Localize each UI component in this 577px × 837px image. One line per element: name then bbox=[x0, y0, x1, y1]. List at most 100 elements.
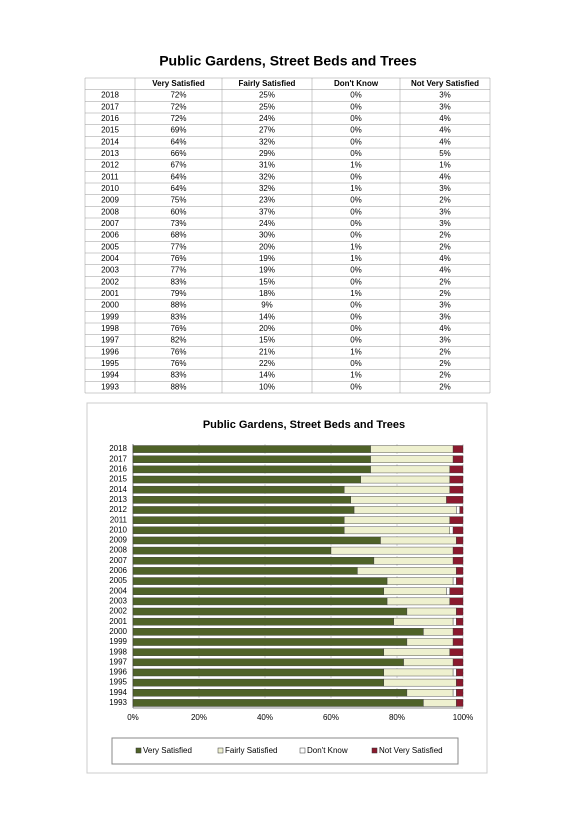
y-tick-label: 2006 bbox=[109, 566, 127, 575]
x-tick-label: 40% bbox=[257, 713, 273, 722]
bar-segment bbox=[423, 699, 457, 707]
row-year: 2018 bbox=[101, 91, 119, 100]
table-cell: 64% bbox=[170, 172, 186, 181]
x-tick-label: 0% bbox=[127, 713, 139, 722]
bar-segment bbox=[132, 638, 408, 646]
table-cell: 4% bbox=[439, 324, 451, 333]
table-cell: 14% bbox=[259, 371, 275, 380]
table-cell: 77% bbox=[170, 242, 186, 251]
row-year: 2007 bbox=[101, 219, 119, 228]
bar-segment bbox=[132, 546, 332, 555]
table-cell: 4% bbox=[439, 172, 451, 181]
y-tick-label: 2007 bbox=[109, 556, 127, 565]
table-cell: 76% bbox=[170, 359, 186, 368]
table-cell: 0% bbox=[350, 301, 362, 310]
bar-segment bbox=[452, 557, 464, 565]
bar-segment bbox=[132, 668, 385, 677]
table-cell: 1% bbox=[439, 161, 451, 170]
bar-segment bbox=[456, 567, 464, 575]
table-cell: 22% bbox=[259, 359, 275, 368]
y-tick-label: 2001 bbox=[109, 617, 127, 626]
y-tick-label: 2004 bbox=[109, 586, 127, 595]
row-year: 1998 bbox=[101, 324, 119, 333]
table-cell: 2% bbox=[439, 371, 451, 380]
table-cell: 19% bbox=[259, 254, 275, 263]
table-cell: 69% bbox=[170, 126, 186, 135]
bar-segment bbox=[370, 465, 451, 474]
table-cell: 14% bbox=[259, 312, 275, 321]
table-cell: 0% bbox=[350, 137, 362, 146]
table-cell: 3% bbox=[439, 91, 451, 100]
bar-segment bbox=[452, 668, 457, 677]
table-cell: 83% bbox=[170, 277, 186, 286]
bar-segment bbox=[132, 597, 388, 606]
table-cell: 37% bbox=[259, 207, 275, 216]
table-cell: 0% bbox=[350, 359, 362, 368]
table-cell: 2% bbox=[439, 242, 451, 251]
bar-segment bbox=[373, 557, 454, 565]
table-cell: 1% bbox=[350, 242, 362, 251]
table-cell: 3% bbox=[439, 312, 451, 321]
row-year: 2003 bbox=[101, 266, 119, 275]
bar-segment bbox=[456, 678, 464, 687]
table-cell: 0% bbox=[350, 196, 362, 205]
bar-segment bbox=[132, 658, 404, 667]
x-tick-label: 80% bbox=[389, 713, 405, 722]
bar-segment bbox=[132, 465, 371, 474]
table-cell: 21% bbox=[259, 347, 275, 356]
bar-segment bbox=[357, 567, 457, 575]
bar-segment bbox=[406, 607, 457, 616]
table-cell: 1% bbox=[350, 347, 362, 356]
table-cell: 1% bbox=[350, 184, 362, 193]
table-cell: 4% bbox=[439, 114, 451, 123]
legend-swatch bbox=[371, 747, 378, 754]
row-year: 1995 bbox=[101, 359, 119, 368]
bar-segment bbox=[132, 526, 345, 535]
column-header: Not Very Satisfied bbox=[411, 79, 479, 88]
table-cell: 64% bbox=[170, 137, 186, 146]
table-cell: 25% bbox=[259, 102, 275, 111]
bar-segment bbox=[452, 455, 464, 463]
y-tick-label: 2003 bbox=[109, 596, 127, 605]
bar-segment bbox=[449, 597, 464, 606]
bar-segment bbox=[452, 628, 464, 636]
row-year: 1996 bbox=[101, 347, 119, 356]
row-year: 2017 bbox=[101, 102, 119, 111]
table-cell: 76% bbox=[170, 254, 186, 263]
table-cell: 0% bbox=[350, 149, 362, 158]
y-tick-label: 1996 bbox=[109, 668, 127, 677]
bar-segment bbox=[456, 668, 464, 677]
bar-segment bbox=[449, 465, 464, 474]
bar-segment bbox=[452, 445, 464, 453]
bar-segment bbox=[350, 496, 447, 504]
table-cell: 4% bbox=[439, 266, 451, 275]
legend-label: Fairly Satisfied bbox=[225, 746, 277, 755]
page-title: Public Gardens, Street Beds and Trees bbox=[159, 53, 417, 69]
table-cell: 0% bbox=[350, 91, 362, 100]
row-year: 2000 bbox=[101, 301, 119, 310]
bar-segment bbox=[393, 617, 454, 626]
row-year: 1997 bbox=[101, 336, 119, 345]
row-year: 2016 bbox=[101, 114, 119, 123]
table-cell: 9% bbox=[261, 301, 273, 310]
bar-segment bbox=[452, 577, 457, 585]
table-cell: 3% bbox=[439, 301, 451, 310]
table-cell: 0% bbox=[350, 126, 362, 135]
table-cell: 24% bbox=[259, 219, 275, 228]
bar-segment bbox=[446, 587, 450, 595]
table-cell: 2% bbox=[439, 196, 451, 205]
bar-segment bbox=[452, 658, 464, 667]
row-year: 2011 bbox=[101, 172, 119, 181]
x-tick-label: 60% bbox=[323, 713, 339, 722]
bar-segment bbox=[353, 506, 457, 514]
row-year: 2004 bbox=[101, 254, 119, 263]
column-header: Very Satisfied bbox=[152, 79, 205, 88]
row-year: 2001 bbox=[101, 289, 119, 298]
table-cell: 27% bbox=[259, 126, 275, 135]
table-cell: 3% bbox=[439, 102, 451, 111]
bar-segment bbox=[383, 678, 457, 687]
y-tick-label: 1997 bbox=[109, 657, 127, 666]
table-cell: 0% bbox=[350, 324, 362, 333]
row-year: 2006 bbox=[101, 231, 119, 240]
